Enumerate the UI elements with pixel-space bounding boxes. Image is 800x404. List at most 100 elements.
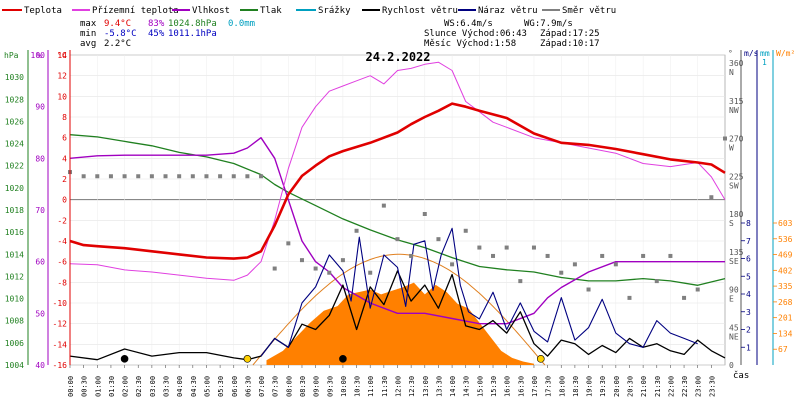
x-tick-label: 10:30 (354, 376, 362, 397)
stats-wg: WG:7.9m/s (524, 19, 573, 29)
direction-point (613, 262, 618, 267)
direction-tick-label: S (729, 219, 734, 228)
x-tick-label: 22:00 (667, 376, 675, 397)
direction-point (177, 174, 182, 179)
direction-point (136, 174, 141, 179)
x-tick-label: 06:30 (244, 376, 252, 397)
x-tick-label: 12:00 (395, 376, 403, 397)
x-tick-label: 14:30 (463, 376, 471, 397)
x-tick-label: 21:00 (640, 376, 648, 397)
x-tick-label: 17:00 (531, 376, 539, 397)
solar-tick-label: 67 (778, 345, 788, 354)
temp-tick-label: -16 (53, 361, 68, 370)
pressure-tick-label: 1010 (5, 295, 24, 304)
direction-point (695, 287, 700, 292)
x-tick-label: 23:00 (695, 376, 703, 397)
temp-tick-label: 12 (57, 72, 67, 81)
legend-rychlost: Rychlost větru (382, 6, 458, 16)
x-tick-label: 19:00 (586, 376, 594, 397)
legend-naraz: Náraz větru (478, 6, 538, 16)
x-tick-label: 13:00 (422, 376, 430, 397)
direction-point (586, 287, 591, 292)
x-tick-label: 13:30 (435, 376, 443, 397)
stats-moon-set: Západ:10:17 (540, 39, 600, 49)
direction-point (108, 174, 113, 179)
temp-tick-label: 6 (62, 134, 67, 143)
wind-tick-label: 4 (746, 290, 751, 299)
pressure-tick-label: 1016 (5, 228, 24, 237)
stats-moon: Měsíc Východ:1:58 (424, 39, 516, 49)
humidity-tick-label: 50 (35, 309, 45, 318)
legend-vlhkost: Vlhkost (192, 6, 230, 16)
direction-point (654, 279, 659, 284)
pressure-tick-label: 1020 (5, 184, 24, 193)
unit-degc: °C (57, 51, 67, 60)
direction-point (436, 237, 441, 242)
unit-pct: % (37, 51, 42, 60)
direction-point (668, 253, 673, 258)
wind-direction-points (68, 136, 727, 300)
direction-tick-value: 360 (729, 59, 744, 68)
direction-point (313, 266, 318, 271)
direction-point (422, 212, 427, 216)
unit-hpa: hPa (4, 51, 19, 60)
pressure-tick-label: 1012 (5, 272, 24, 281)
x-tick-label: 12:30 (408, 376, 416, 397)
solar-tick-label: 201 (778, 314, 793, 323)
direction-point (149, 174, 154, 179)
temp-tick-label: -14 (53, 340, 68, 349)
direction-point (627, 295, 632, 300)
direction-point (231, 174, 236, 179)
wind-tick-label: 6 (746, 255, 751, 264)
direction-point (518, 279, 523, 284)
x-tick-label: 11:30 (381, 376, 389, 397)
axes: 14121086420-2-4-6-8-10-12-14-16100908070… (5, 50, 793, 397)
direction-point (354, 228, 359, 233)
stats-ws: WS:6.4m/s (444, 19, 493, 29)
direction-point (600, 253, 605, 258)
wind-tick-label: 3 (746, 308, 751, 317)
direction-tick-label: N (729, 68, 734, 77)
x-tick-label: 15:00 (476, 376, 484, 397)
stats-max-label: max (80, 19, 97, 29)
direction-point (81, 174, 86, 179)
x-axis-label: čas (733, 370, 749, 381)
series-Přízemní teplota (69, 61, 726, 281)
direction-tick-label: SE (729, 257, 739, 266)
direction-point (504, 245, 509, 250)
x-tick-label: 19:30 (599, 376, 607, 397)
pressure-tick-label: 1026 (5, 117, 24, 126)
x-tick-label: 10:00 (340, 376, 348, 397)
legend-teplota: Teplota (24, 6, 62, 16)
sun-moon-marker (120, 355, 129, 363)
stats-avg-label: avg (80, 39, 96, 49)
x-tick-label: 11:00 (367, 376, 375, 397)
temp-tick-label: -4 (57, 237, 67, 246)
direction-point (299, 258, 304, 263)
stats-max-press: 1024.8hPa (168, 19, 217, 29)
wind-tick-label: 7 (746, 237, 751, 246)
x-tick-label: 09:00 (313, 376, 321, 397)
series-Tlak (69, 134, 726, 286)
direction-point (491, 253, 496, 258)
direction-point (409, 253, 414, 258)
solar-area (252, 253, 546, 366)
series-Vlhkost (69, 137, 725, 325)
direction-point (709, 195, 714, 200)
direction-point (204, 174, 209, 179)
direction-point (95, 174, 100, 179)
direction-point (122, 174, 127, 179)
x-tick-label: 09:30 (326, 376, 334, 397)
direction-tick-label: E (729, 295, 734, 304)
wind-tick-label: 1 (746, 343, 751, 352)
stats-max-temp: 9.4°C (104, 19, 131, 29)
direction-point (572, 262, 577, 267)
solar-area-shape (266, 282, 534, 365)
direction-tick-value: 90 (729, 286, 739, 295)
sun-moon-marker (339, 355, 347, 363)
x-tick-label: 08:00 (285, 376, 293, 397)
x-tick-label: 18:30 (572, 376, 580, 397)
x-tick-label: 06:00 (231, 376, 239, 397)
series-Teplota (69, 102, 726, 260)
